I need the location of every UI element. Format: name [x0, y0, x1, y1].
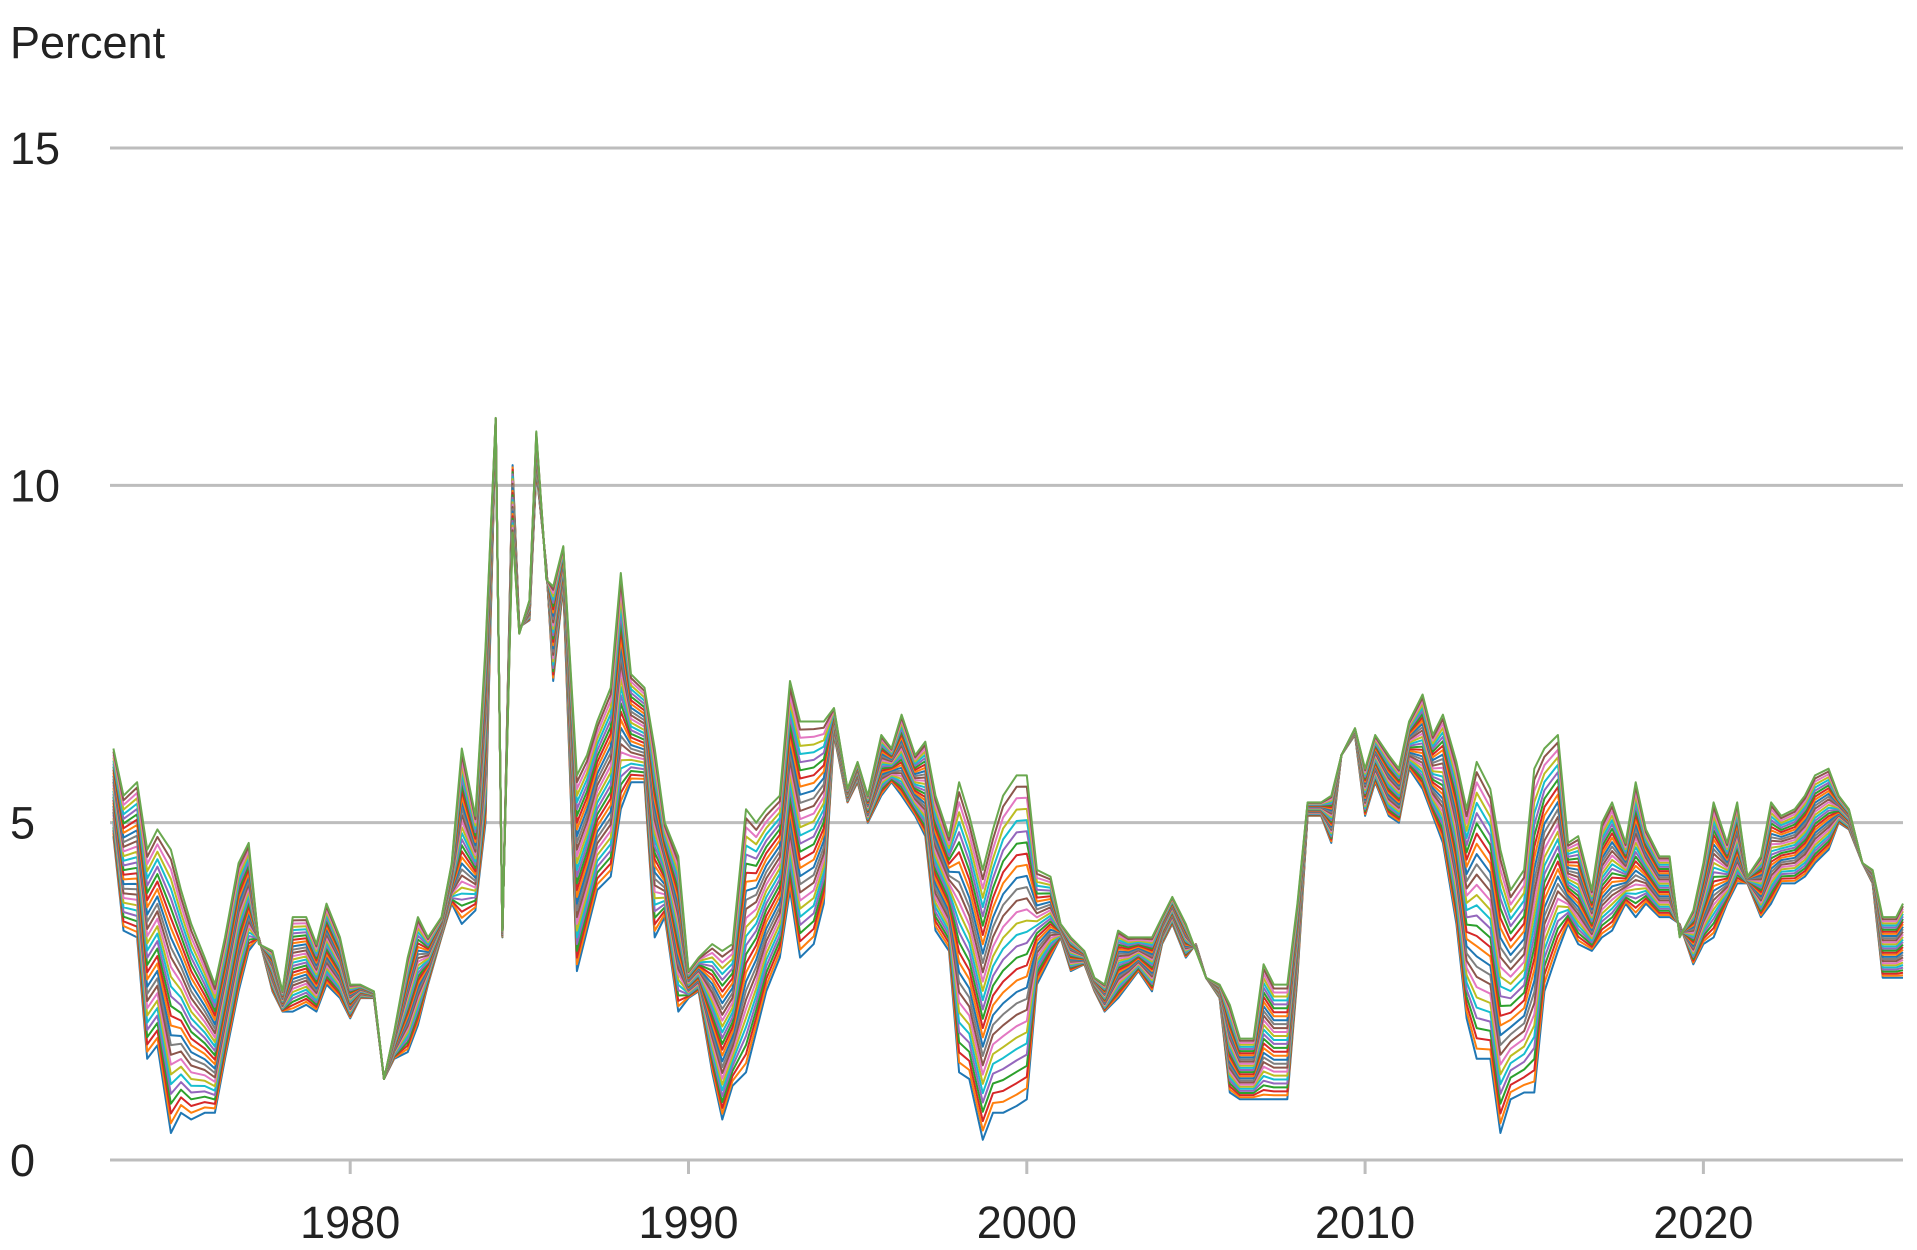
x-tick-label-1990: 1990	[638, 1197, 738, 1248]
series-line-25	[112, 418, 1904, 1080]
y-tick-label-15: 15	[10, 123, 60, 174]
x-axis: 1980 1990 2000 2010 2020	[110, 1158, 1903, 1248]
series-line-8	[112, 422, 1904, 1086]
series-line-27	[112, 417, 1904, 1080]
series-line-12	[112, 421, 1904, 1080]
series-line-21	[112, 419, 1904, 1080]
series-line-19	[112, 419, 1904, 1080]
series-line-10	[112, 421, 1904, 1082]
y-axis-label: Percent	[10, 17, 166, 68]
series-line-24	[112, 418, 1904, 1080]
series-line-11	[112, 421, 1904, 1080]
y-tick-label-0: 0	[10, 1135, 35, 1186]
x-tick-label-2010: 2010	[1315, 1197, 1415, 1248]
series-line-28	[112, 417, 1904, 1080]
series-line-1	[112, 423, 1903, 1141]
series-line-20	[112, 419, 1904, 1080]
gridlines	[110, 146, 1903, 825]
x-tick-label-2000: 2000	[977, 1197, 1077, 1248]
x-tick-label-2020: 2020	[1653, 1197, 1753, 1248]
y-axis: 0 5 10 15	[10, 123, 60, 1186]
series-line-15	[112, 420, 1904, 1080]
y-tick-label-5: 5	[10, 798, 35, 849]
series-line-22	[112, 418, 1904, 1080]
series-line-3	[112, 423, 1904, 1123]
y-tick-label-10: 10	[10, 460, 60, 511]
series-line-17	[112, 419, 1904, 1080]
x-tick-label-1980: 1980	[300, 1197, 400, 1248]
series-line-18	[112, 419, 1904, 1080]
series-line-6	[112, 422, 1904, 1095]
series-line-7	[112, 422, 1904, 1088]
series-line-5	[112, 422, 1904, 1104]
series-line-30	[112, 416, 1904, 1080]
series-line-4	[112, 422, 1904, 1113]
series-line-26	[112, 417, 1904, 1080]
series-line-23	[112, 418, 1904, 1080]
series-line-29	[112, 417, 1904, 1080]
series-line-9	[112, 421, 1904, 1084]
series-line-14	[112, 420, 1904, 1080]
series-line-2	[112, 423, 1904, 1132]
series-line-16	[112, 420, 1904, 1080]
series-group	[112, 416, 1904, 1141]
series-line-13	[112, 420, 1904, 1080]
